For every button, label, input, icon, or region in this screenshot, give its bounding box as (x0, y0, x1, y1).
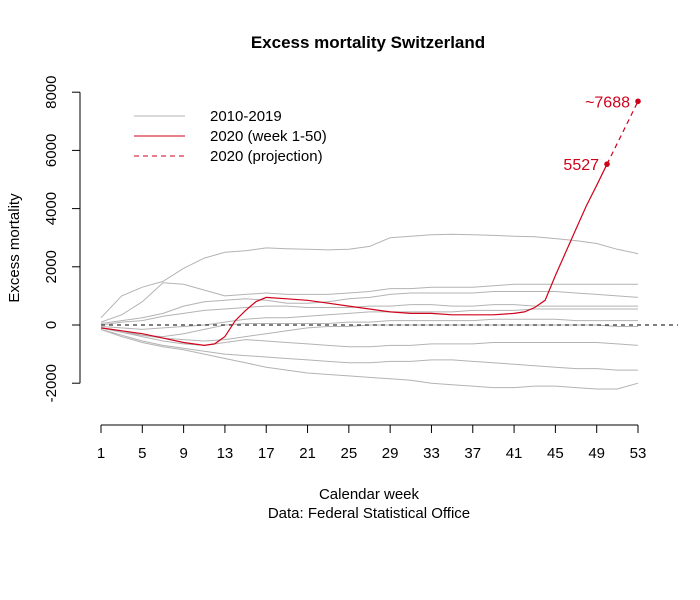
y-axis-label: Excess mortality (6, 193, 23, 303)
y-tick-label: 0 (43, 321, 60, 329)
legend-label-2: 2020 (week 1-50) (210, 128, 327, 145)
background-series-line-3 (100, 291, 639, 324)
x-tick-label: 29 (382, 445, 399, 462)
background-series-line-8 (100, 327, 639, 348)
annotation-label-2: ~7688 (585, 94, 630, 111)
y-tick-label: 6000 (43, 134, 60, 167)
x-axis: 1 5 9 13 17 21 25 29 33 37 41 45 49 53 (97, 424, 647, 462)
annotation-label-1: 5527 (563, 157, 599, 174)
background-series-line-9 (100, 328, 638, 371)
background-series-line-7 (100, 324, 638, 342)
x-tick-label: 45 (547, 445, 564, 462)
x-tick-label: 53 (630, 445, 647, 462)
x-tick-label: 21 (299, 445, 316, 462)
background-series-line-5 (100, 308, 638, 330)
legend-label-1: 2010-2019 (210, 108, 282, 125)
background-series-line-4 (100, 304, 638, 326)
chart-title: Excess mortality Switzerland (251, 33, 485, 52)
background-series-line-1 (100, 233, 639, 319)
y-tick-label: -2000 (43, 364, 60, 402)
x-tick-label: 49 (588, 445, 605, 462)
legend-label-3: 2020 (projection) (210, 148, 323, 165)
y-tick-label: 2000 (43, 250, 60, 283)
annotation-point-2 (635, 98, 641, 105)
x-tick-label: 1 (97, 445, 105, 462)
x-tick-label: 37 (464, 445, 481, 462)
x-tick-label: 25 (341, 445, 358, 462)
y-tick-label: 8000 (43, 76, 60, 109)
chart-caption: Data: Federal Statistical Office (268, 505, 470, 522)
background-series-line-10 (100, 328, 639, 390)
series-2020-line (100, 163, 608, 347)
annotations-group: 5527 ~7688 (563, 94, 641, 174)
background-series-group (100, 233, 639, 390)
x-tick-label: 33 (423, 445, 440, 462)
x-tick-label: 9 (179, 445, 187, 462)
background-series-line-2 (100, 282, 638, 323)
x-axis-label: Calendar week (319, 486, 420, 503)
x-tick-label: 13 (217, 445, 234, 462)
background-series-line-6 (100, 318, 638, 338)
y-axis: -2000 0 2000 4000 6000 8000 (43, 76, 81, 402)
projection-line (606, 101, 639, 165)
y-tick-label: 4000 (43, 192, 60, 225)
legend: 2010-2019 2020 (week 1-50) 2020 (projectio… (134, 108, 327, 165)
series-2020-group (100, 101, 639, 347)
x-tick-label: 41 (506, 445, 523, 462)
annotation-point-1 (604, 161, 610, 167)
x-tick-label: 5 (138, 445, 146, 462)
x-tick-label: 17 (258, 445, 275, 462)
